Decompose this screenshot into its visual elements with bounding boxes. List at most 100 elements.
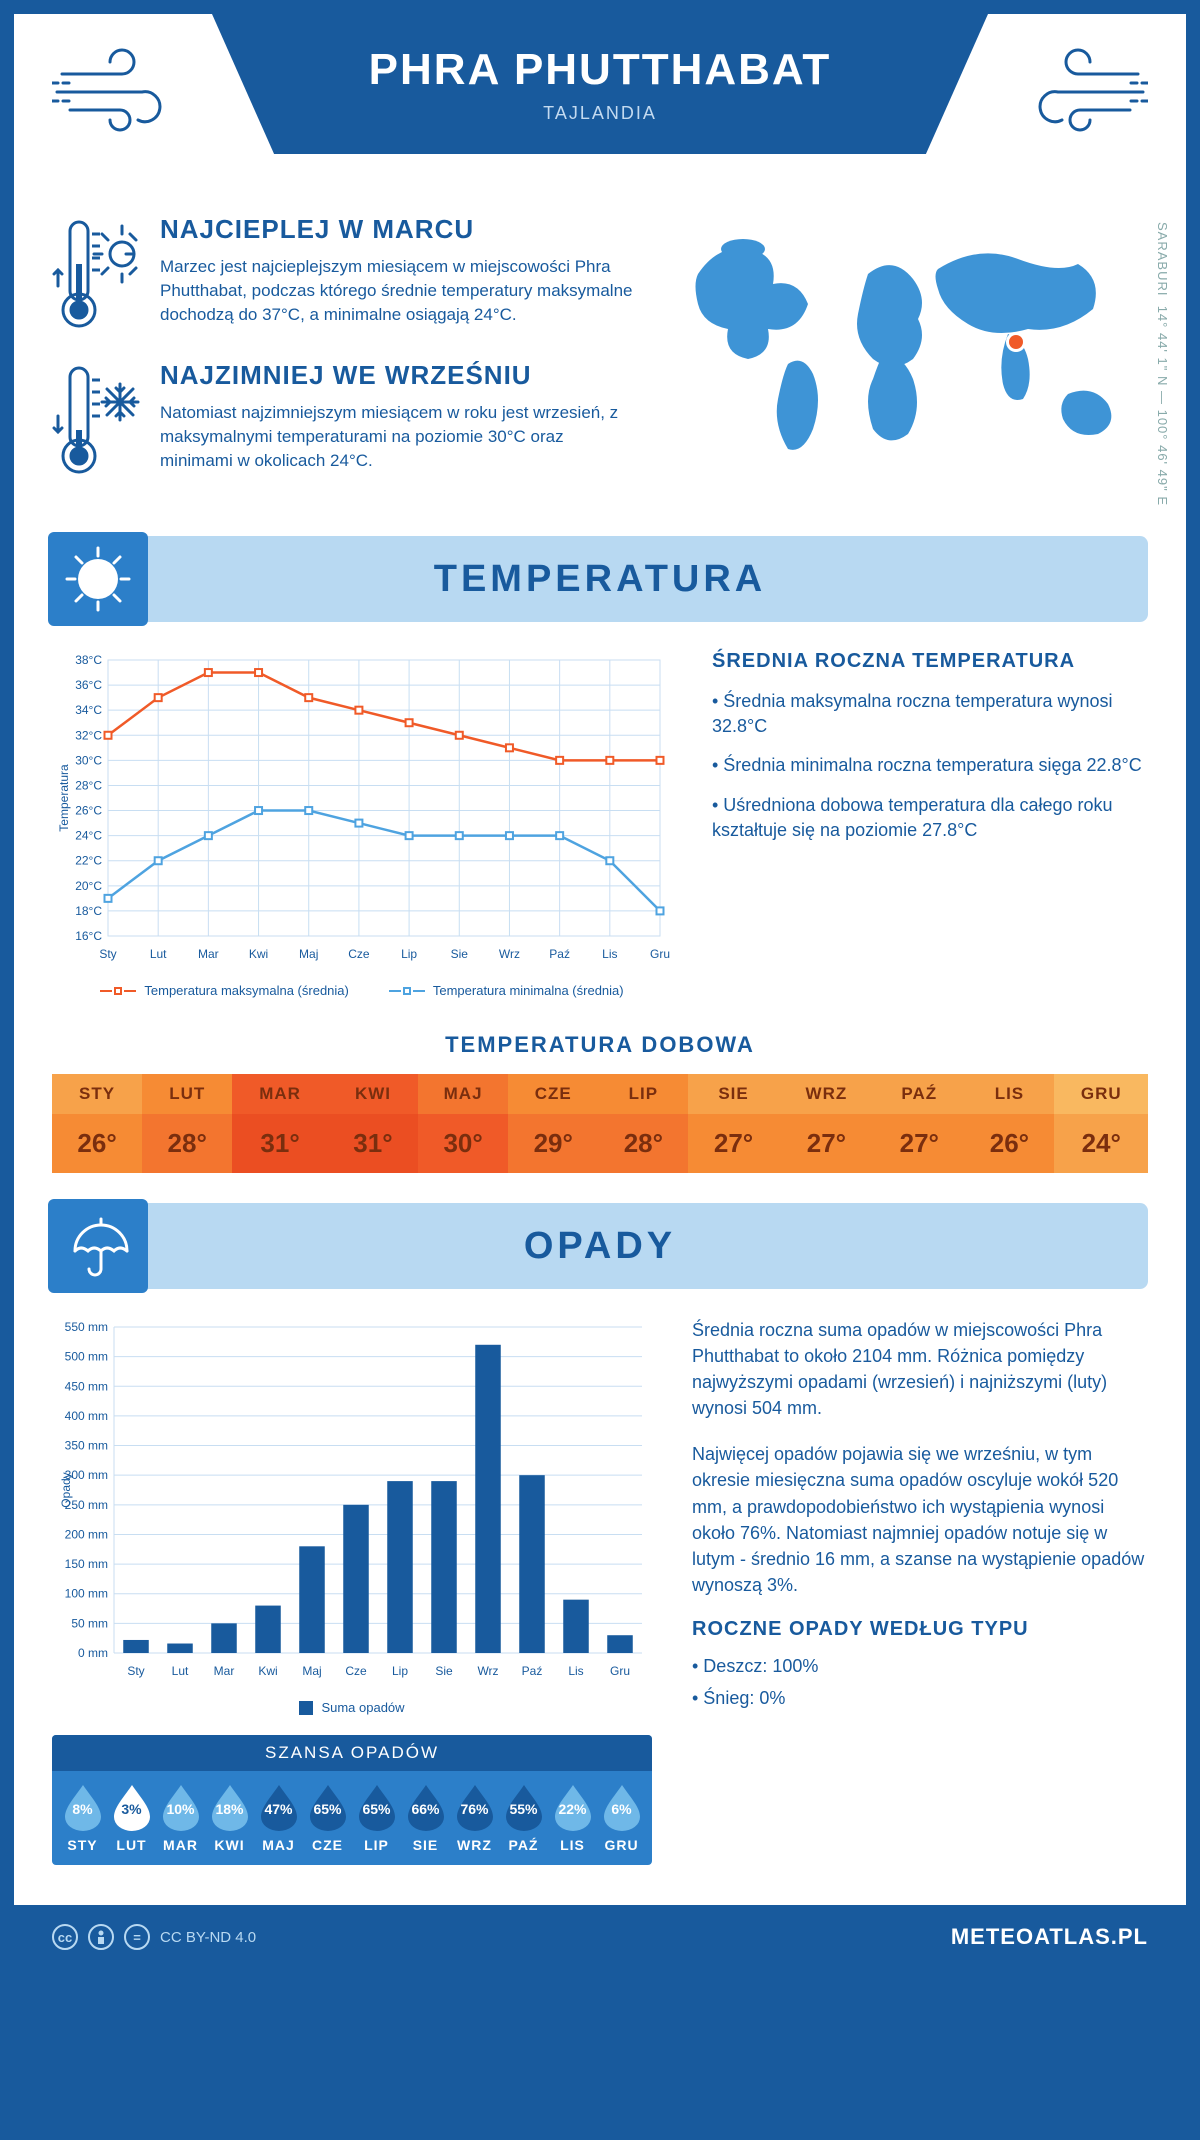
daily-value: 31°: [328, 1114, 418, 1173]
svg-text:Paź: Paź: [549, 947, 570, 961]
chance-cell: 10% MAR: [156, 1783, 205, 1853]
svg-text:400 mm: 400 mm: [65, 1409, 108, 1423]
daily-value: 27°: [779, 1114, 875, 1173]
nd-icon: =: [124, 1924, 150, 1950]
svg-text:0 mm: 0 mm: [78, 1646, 108, 1660]
svg-text:Sty: Sty: [99, 947, 116, 961]
daily-value: 27°: [688, 1114, 778, 1173]
svg-text:550 mm: 550 mm: [65, 1320, 108, 1334]
svg-text:Maj: Maj: [299, 947, 318, 961]
svg-text:Gru: Gru: [610, 1664, 630, 1678]
chance-cell: 76% WRZ: [450, 1783, 499, 1853]
cold-fact-title: NAJZIMNIEJ WE WRZEŚNIU: [160, 360, 638, 391]
temperature-line-chart: 16°C18°C20°C22°C24°C26°C28°C30°C32°C34°C…: [52, 650, 672, 970]
wind-icon: [1018, 44, 1148, 134]
svg-text:Wrz: Wrz: [499, 947, 520, 961]
svg-text:200 mm: 200 mm: [65, 1527, 108, 1541]
daily-month: MAR: [232, 1074, 328, 1114]
footer: cc = CC BY-ND 4.0 METEOATLAS.PL: [14, 1905, 1186, 1969]
daily-value: 29°: [508, 1114, 598, 1173]
daily-temp-table: STYLUTMARKWIMAJCZELIPSIEWRZPAŹLISGRU 26°…: [52, 1074, 1148, 1173]
svg-text:34°C: 34°C: [75, 703, 102, 717]
daily-value: 26°: [52, 1114, 142, 1173]
daily-month: MAJ: [418, 1074, 508, 1114]
chance-cell: 18% KWI: [205, 1783, 254, 1853]
svg-text:Kwi: Kwi: [258, 1664, 277, 1678]
chance-cell: 65% LIP: [352, 1783, 401, 1853]
svg-text:24°C: 24°C: [75, 829, 102, 843]
svg-text:38°C: 38°C: [75, 653, 102, 667]
svg-text:20°C: 20°C: [75, 879, 102, 893]
daily-temp-title: TEMPERATURA DOBOWA: [52, 1032, 1148, 1058]
svg-text:Lip: Lip: [401, 947, 417, 961]
daily-value: 27°: [874, 1114, 964, 1173]
section-header-temperature: TEMPERATURA: [52, 536, 1148, 622]
daily-month: PAŹ: [874, 1074, 964, 1114]
temp-bullet: • Uśredniona dobowa temperatura dla całe…: [712, 793, 1148, 843]
daily-value: 31°: [232, 1114, 328, 1173]
wind-icon: [52, 44, 182, 134]
svg-text:Mar: Mar: [198, 947, 219, 961]
svg-text:Lut: Lut: [172, 1664, 189, 1678]
chance-cell: 8% STY: [58, 1783, 107, 1853]
precip-text-2: Najwięcej opadów pojawia się we wrześniu…: [692, 1441, 1148, 1598]
svg-text:Sty: Sty: [127, 1664, 144, 1678]
chance-cell: 66% SIE: [401, 1783, 450, 1853]
thermometer-hot-icon: [52, 214, 142, 334]
temperature-legend: Temperatura maksymalna (średnia)Temperat…: [52, 983, 672, 998]
hero: PHRA PHUTTHABAT TAJLANDIA: [52, 14, 1148, 194]
hot-fact-text: Marzec jest najcieplejszym miesiącem w m…: [160, 255, 638, 326]
temp-bullet: • Średnia minimalna roczna temperatura s…: [712, 753, 1148, 778]
section-header-precip: OPADY: [52, 1203, 1148, 1289]
umbrella-icon: [63, 1211, 133, 1281]
svg-text:Cze: Cze: [345, 1664, 367, 1678]
chance-cell: 6% GRU: [597, 1783, 646, 1853]
daily-value: 30°: [418, 1114, 508, 1173]
hot-fact-title: NAJCIEPLEJ W MARCU: [160, 214, 638, 245]
svg-text:30°C: 30°C: [75, 753, 102, 767]
daily-value: 28°: [598, 1114, 688, 1173]
svg-text:Lis: Lis: [568, 1664, 583, 1678]
svg-text:36°C: 36°C: [75, 678, 102, 692]
svg-text:Wrz: Wrz: [477, 1664, 498, 1678]
daily-value: 26°: [964, 1114, 1054, 1173]
daily-month: STY: [52, 1074, 142, 1114]
svg-text:Sie: Sie: [435, 1664, 453, 1678]
svg-text:Mar: Mar: [214, 1664, 235, 1678]
thermometer-cold-icon: [52, 360, 142, 480]
by-icon: [88, 1924, 114, 1950]
svg-text:Lis: Lis: [602, 947, 617, 961]
svg-text:150 mm: 150 mm: [65, 1557, 108, 1571]
precip-chance-box: SZANSA OPADÓW 8% STY 3% LUT 10% MAR: [52, 1735, 652, 1865]
daily-value: 24°: [1054, 1114, 1148, 1173]
avg-temp-title: ŚREDNIA ROCZNA TEMPERATURA: [712, 650, 1148, 673]
precip-text-1: Średnia roczna suma opadów w miejscowośc…: [692, 1317, 1148, 1421]
svg-text:Gru: Gru: [650, 947, 670, 961]
svg-text:Temperatura: Temperatura: [57, 764, 71, 832]
daily-month: GRU: [1054, 1074, 1148, 1114]
cc-icon: cc: [52, 1924, 78, 1950]
license-text: CC BY-ND 4.0: [160, 1929, 256, 1946]
coordinates: SARABURI 14° 44' 1" N — 100° 46' 49" E: [1155, 222, 1170, 506]
svg-text:16°C: 16°C: [75, 929, 102, 943]
chance-cell: 65% CZE: [303, 1783, 352, 1853]
daily-month: LUT: [142, 1074, 232, 1114]
world-map: [668, 214, 1148, 474]
svg-text:22°C: 22°C: [75, 854, 102, 868]
temp-bullet: • Średnia maksymalna roczna temperatura …: [712, 689, 1148, 739]
site-name: METEOATLAS.PL: [951, 1924, 1148, 1950]
daily-month: LIP: [598, 1074, 688, 1114]
svg-text:Sie: Sie: [451, 947, 469, 961]
svg-text:Paź: Paź: [522, 1664, 543, 1678]
sun-icon: [63, 544, 133, 614]
chance-cell: 55% PAŹ: [499, 1783, 548, 1853]
chance-cell: 22% LIS: [548, 1783, 597, 1853]
chance-cell: 47% MAJ: [254, 1783, 303, 1853]
svg-text:450 mm: 450 mm: [65, 1379, 108, 1393]
daily-month: LIS: [964, 1074, 1054, 1114]
precip-legend: Suma opadów: [52, 1700, 652, 1715]
svg-text:Lut: Lut: [150, 947, 167, 961]
svg-text:18°C: 18°C: [75, 904, 102, 918]
svg-text:Lip: Lip: [392, 1664, 408, 1678]
svg-text:32°C: 32°C: [75, 728, 102, 742]
